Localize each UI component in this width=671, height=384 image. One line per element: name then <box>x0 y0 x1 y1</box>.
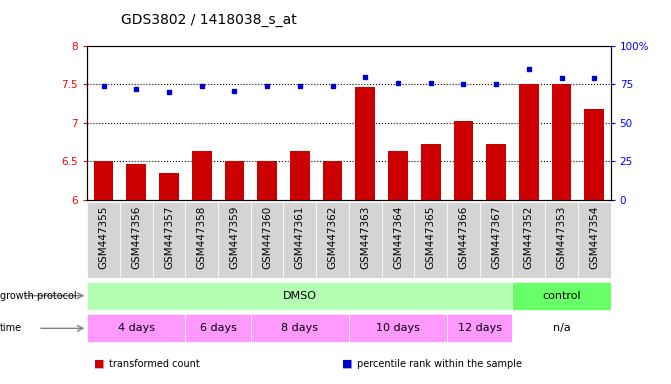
Bar <box>218 202 251 278</box>
Bar <box>382 202 414 278</box>
Bar <box>185 314 251 342</box>
Bar <box>447 202 480 278</box>
Text: 6 days: 6 days <box>200 323 236 333</box>
Text: growth protocol: growth protocol <box>0 291 76 301</box>
Text: DMSO: DMSO <box>283 291 317 301</box>
Text: GSM447360: GSM447360 <box>262 205 272 269</box>
Bar <box>552 84 571 200</box>
Text: time: time <box>0 323 22 333</box>
Bar <box>486 144 506 200</box>
Text: percentile rank within the sample: percentile rank within the sample <box>357 359 522 369</box>
Text: GSM447354: GSM447354 <box>589 205 599 269</box>
Text: GSM447356: GSM447356 <box>132 205 142 269</box>
Bar <box>513 202 545 278</box>
Text: GSM447363: GSM447363 <box>360 205 370 269</box>
Bar <box>513 314 611 342</box>
Text: ■: ■ <box>94 359 108 369</box>
Bar <box>87 282 513 310</box>
Bar <box>388 151 408 200</box>
Bar <box>447 314 513 342</box>
Bar <box>87 314 185 342</box>
Text: GSM447352: GSM447352 <box>524 205 534 269</box>
Bar <box>584 109 604 200</box>
Bar <box>94 161 113 200</box>
Bar <box>349 202 382 278</box>
Bar <box>290 151 310 200</box>
Text: 4 days: 4 days <box>118 323 155 333</box>
Bar <box>519 84 539 200</box>
Text: transformed count: transformed count <box>109 359 199 369</box>
Bar <box>513 282 611 310</box>
Bar <box>258 161 277 200</box>
Bar <box>283 202 316 278</box>
Bar <box>87 202 120 278</box>
Bar <box>126 164 146 200</box>
Bar <box>251 202 283 278</box>
Bar <box>159 173 178 200</box>
Text: GSM447367: GSM447367 <box>491 205 501 269</box>
Text: GSM447359: GSM447359 <box>229 205 240 269</box>
Bar <box>578 202 611 278</box>
Bar <box>316 202 349 278</box>
Text: GSM447362: GSM447362 <box>327 205 338 269</box>
Text: GSM447357: GSM447357 <box>164 205 174 269</box>
Text: control: control <box>542 291 581 301</box>
Text: GSM447365: GSM447365 <box>425 205 435 269</box>
Bar <box>480 202 513 278</box>
Text: n/a: n/a <box>553 323 570 333</box>
Text: 12 days: 12 days <box>458 323 502 333</box>
Bar <box>323 161 342 200</box>
Text: GSM447355: GSM447355 <box>99 205 109 269</box>
Text: ■: ■ <box>342 359 356 369</box>
Text: GSM447353: GSM447353 <box>556 205 566 269</box>
Text: 8 days: 8 days <box>281 323 318 333</box>
Bar <box>356 87 375 200</box>
Bar <box>414 202 447 278</box>
Bar <box>421 144 440 200</box>
Bar <box>454 121 473 200</box>
Bar <box>153 202 185 278</box>
Bar <box>251 314 349 342</box>
Text: GSM447364: GSM447364 <box>393 205 403 269</box>
Text: GSM447361: GSM447361 <box>295 205 305 269</box>
Bar <box>192 151 211 200</box>
Text: GSM447358: GSM447358 <box>197 205 207 269</box>
Bar <box>545 202 578 278</box>
Bar <box>349 314 447 342</box>
Bar <box>185 202 218 278</box>
Bar <box>225 161 244 200</box>
Bar <box>120 202 153 278</box>
Text: GSM447366: GSM447366 <box>458 205 468 269</box>
Text: GDS3802 / 1418038_s_at: GDS3802 / 1418038_s_at <box>121 13 297 27</box>
Text: 10 days: 10 days <box>376 323 420 333</box>
